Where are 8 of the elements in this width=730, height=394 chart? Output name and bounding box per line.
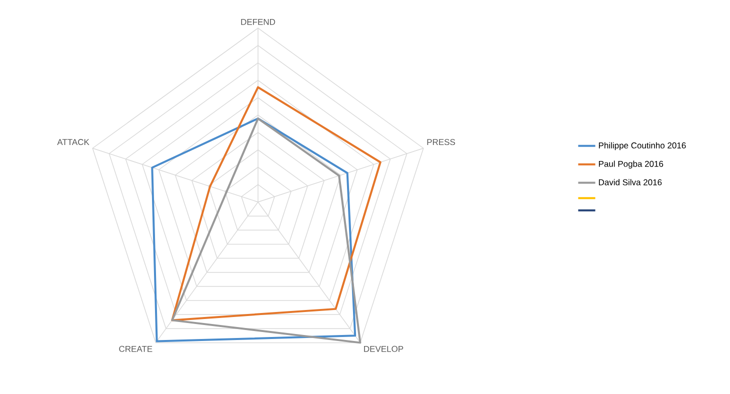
spoke-label: DEFEND — [241, 19, 276, 25]
spoke-label: CREATE — [119, 346, 152, 352]
spoke-label: DEVELOP — [364, 346, 404, 352]
spoke-label: ATTACK — [57, 139, 90, 146]
spoke-label: PRESS — [427, 139, 456, 146]
legend-label: Philippe Coutinho 2016 — [598, 142, 686, 150]
legend-label: David Silva 2016 — [598, 179, 662, 186]
legend-label: Paul Pogba 2016 — [598, 160, 664, 169]
